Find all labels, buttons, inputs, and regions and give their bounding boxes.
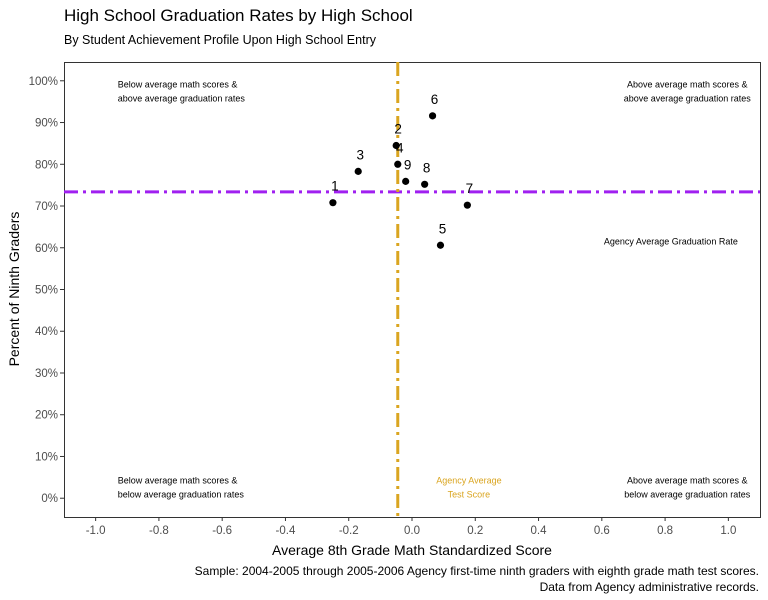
annotation-bottom-left: below average graduation rates	[118, 490, 245, 500]
annotation-bottom-right: below average graduation rates	[624, 490, 751, 500]
school-point-label: 9	[404, 157, 412, 172]
school-point	[436, 241, 445, 249]
y-tick-label: 80%	[35, 159, 58, 171]
school-point-label: 7	[466, 181, 474, 196]
school-point	[463, 201, 471, 209]
annotation-top-left: Below average math scores &	[118, 79, 238, 89]
school-point-label: 1	[331, 179, 339, 194]
y-tick-label: 10%	[35, 451, 58, 463]
y-tick-label: 70%	[35, 201, 58, 213]
annotation-test-score-label: Test Score	[448, 490, 491, 500]
annotation-top-left: above average graduation rates	[118, 93, 246, 103]
chart-title: High School Graduation Rates by High Sch…	[64, 6, 413, 25]
school-point	[421, 180, 429, 188]
y-tick-label: 100%	[29, 76, 58, 88]
x-axis-label: Average 8th Grade Math Standardized Scor…	[272, 542, 552, 558]
school-point	[394, 160, 402, 168]
x-tick-label: -0.8	[149, 525, 169, 537]
x-tick-label: 0.8	[657, 525, 673, 537]
annotation-top-right: above average graduation rates	[624, 93, 752, 103]
chart-subtitle: By Student Achievement Profile Upon High…	[64, 33, 376, 47]
school-point-label: 5	[439, 221, 447, 236]
y-tick-label: 20%	[35, 410, 58, 422]
school-point-label: 2	[394, 121, 402, 136]
y-tick-label: 0%	[41, 493, 58, 505]
x-tick-label: -1.0	[86, 525, 106, 537]
school-point	[329, 199, 337, 207]
annotation-bottom-right: Above average math scores &	[627, 476, 748, 486]
chart-caption: Sample: 2004-2005 through 2005-2006 Agen…	[195, 563, 759, 595]
school-point	[428, 112, 437, 120]
school-point	[354, 167, 362, 175]
annotation-bottom-left: Below average math scores &	[118, 476, 238, 486]
y-tick-label: 90%	[35, 118, 58, 130]
school-point	[392, 141, 400, 150]
plot-panel-border	[64, 62, 761, 518]
school-point	[402, 177, 410, 185]
x-tick-label: -0.2	[339, 525, 359, 537]
y-tick-label: 30%	[35, 368, 58, 380]
caption-line-1: Sample: 2004-2005 through 2005-2006 Agen…	[194, 564, 759, 578]
caption-line-2: Data from Agency administrative records.	[539, 580, 759, 594]
annotation-grad-rate-label: Agency Average Graduation Rate	[604, 236, 738, 246]
school-point-label: 4	[396, 140, 404, 155]
annotation-test-score-label: Agency Average	[436, 476, 501, 486]
x-tick-label: -0.4	[276, 525, 296, 537]
x-tick-label: 0.2	[467, 525, 483, 537]
y-tick-label: 60%	[35, 243, 58, 255]
x-tick-label: 0.6	[594, 525, 610, 537]
x-tick-label: 1.0	[720, 525, 736, 537]
annotation-top-right: Above average math scores &	[627, 79, 748, 89]
school-point-label: 6	[431, 92, 439, 107]
y-tick-label: 50%	[35, 285, 58, 297]
x-tick-label: 0.4	[531, 525, 548, 537]
school-point-label: 8	[423, 160, 431, 175]
y-tick-label: 40%	[35, 326, 58, 338]
x-tick-label: -0.6	[212, 525, 232, 537]
school-point-label: 3	[356, 147, 364, 162]
y-axis-label: Percent of Ninth Graders	[6, 212, 22, 367]
x-tick-label: 0.0	[404, 525, 420, 537]
